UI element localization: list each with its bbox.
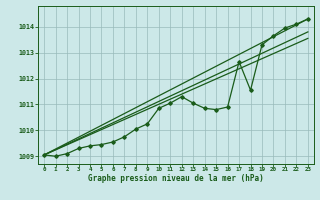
X-axis label: Graphe pression niveau de la mer (hPa): Graphe pression niveau de la mer (hPa) [88,174,264,183]
